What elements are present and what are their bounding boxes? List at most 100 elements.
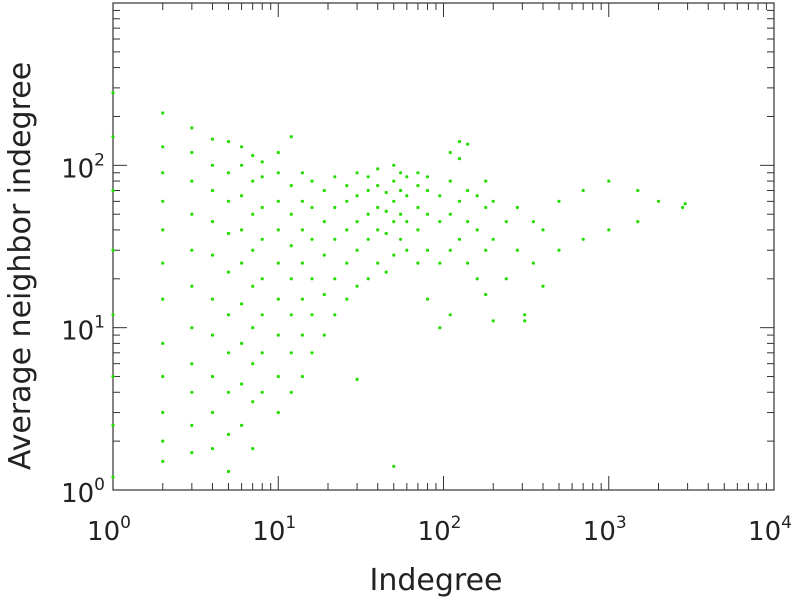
data-point (240, 145, 244, 149)
data-point (161, 297, 165, 301)
data-point (240, 302, 244, 306)
data-point (111, 313, 115, 317)
data-point (240, 382, 244, 386)
data-point (416, 171, 420, 175)
data-point (161, 199, 165, 203)
data-point (240, 423, 244, 427)
data-point (384, 231, 388, 236)
data-point (190, 326, 194, 330)
data-point (210, 188, 215, 193)
data-point (322, 253, 326, 257)
data-point (581, 188, 585, 193)
data-point (384, 209, 388, 213)
data-point (190, 451, 194, 455)
data-point (226, 140, 231, 144)
data-point (190, 179, 194, 183)
data-point (240, 341, 244, 345)
data-point (161, 261, 165, 265)
x-axis-title: Indegree (370, 563, 503, 598)
data-point (300, 261, 304, 265)
data-point (355, 377, 359, 381)
data-point (333, 205, 337, 210)
data-point (607, 179, 611, 183)
data-point (345, 184, 349, 188)
data-point (425, 212, 430, 216)
y-tick-label: 101 (61, 313, 105, 347)
data-point (289, 244, 293, 248)
data-point (161, 145, 165, 149)
data-point (322, 220, 326, 224)
data-point (531, 220, 536, 224)
data-point (276, 261, 280, 265)
data-point (190, 212, 194, 216)
data-point (251, 326, 255, 330)
data-point (210, 374, 215, 379)
data-point (399, 237, 403, 241)
data-point (355, 248, 359, 252)
data-point (276, 199, 280, 203)
data-point (289, 212, 293, 216)
data-point (355, 220, 359, 224)
data-point (226, 313, 231, 317)
data-point (260, 160, 264, 164)
data-point (161, 228, 165, 232)
data-point (276, 333, 280, 337)
data-point (466, 261, 470, 265)
data-point (475, 194, 479, 198)
data-points (111, 91, 687, 479)
data-point (405, 220, 409, 224)
data-point (457, 140, 462, 144)
data-point (111, 475, 115, 479)
y-axis-title: Average neighbor indegree (3, 62, 38, 470)
data-point (376, 261, 380, 265)
data-point (376, 184, 380, 188)
data-point (251, 400, 255, 404)
data-point (416, 205, 420, 210)
data-point (504, 220, 508, 224)
data-point (392, 253, 396, 257)
data-point (310, 179, 314, 183)
data-point (251, 212, 255, 216)
data-point (475, 228, 479, 232)
data-point (226, 231, 231, 236)
data-point (276, 374, 280, 379)
data-point (333, 237, 337, 241)
data-point (466, 188, 470, 193)
data-point (210, 410, 215, 415)
data-point (448, 248, 452, 252)
data-point (310, 205, 314, 210)
data-point (226, 171, 231, 175)
data-point (384, 270, 388, 274)
data-point (438, 261, 442, 265)
data-point (260, 277, 264, 281)
data-point (405, 194, 409, 198)
data-point (251, 153, 255, 158)
data-point (251, 362, 255, 366)
data-point (405, 175, 409, 179)
data-point (260, 237, 264, 241)
data-point (656, 199, 661, 203)
data-point (190, 390, 194, 394)
data-point (399, 188, 403, 193)
data-point (475, 277, 479, 281)
data-point (355, 194, 359, 198)
data-point (366, 237, 370, 241)
data-point (416, 228, 420, 232)
data-point (636, 220, 640, 224)
data-point (366, 212, 370, 216)
data-point (345, 228, 349, 232)
data-point (210, 447, 215, 451)
data-point (161, 111, 165, 115)
data-point (484, 248, 488, 252)
data-point (289, 277, 293, 281)
data-point (376, 228, 380, 232)
data-point (491, 237, 495, 241)
data-point (366, 175, 370, 179)
data-point (484, 292, 488, 297)
data-point (161, 341, 165, 345)
data-point (161, 374, 165, 379)
data-point (226, 199, 231, 203)
data-point (322, 188, 326, 193)
data-point (190, 248, 194, 252)
